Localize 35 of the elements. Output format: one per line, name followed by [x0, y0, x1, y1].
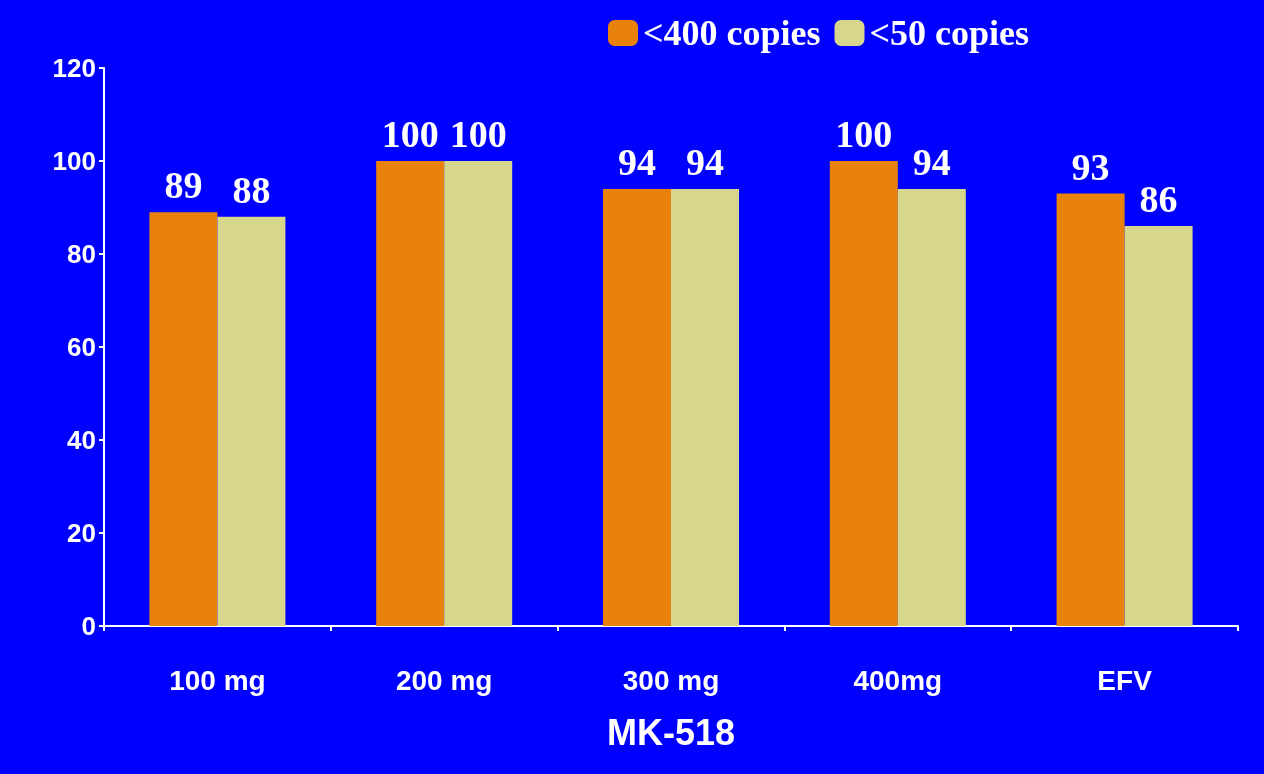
bar [897, 188, 966, 626]
data-label: 100 [381, 113, 439, 155]
data-label: 89 [164, 164, 203, 207]
legend-label: <400 copies [642, 13, 821, 53]
legend-label: <50 copies [869, 13, 1030, 53]
x-tick-label: 200 mg [395, 664, 493, 696]
bar [829, 161, 898, 626]
data-label: 93 [1071, 145, 1110, 188]
bar [444, 161, 513, 626]
y-tick-label: 0 [81, 611, 96, 641]
y-tick-label: 120 [52, 53, 96, 83]
data-label: 86 [1139, 178, 1178, 221]
bar [217, 216, 286, 626]
data-label: 94 [912, 140, 951, 183]
x-tick-label: 100 mg [169, 664, 266, 696]
x-tick-label: 400mg [853, 664, 943, 696]
data-label: 100 [835, 113, 893, 155]
data-label: 94 [686, 140, 724, 183]
y-tick-label: 40 [67, 425, 96, 455]
bar [671, 188, 739, 626]
y-tick-label: 80 [67, 239, 96, 269]
x-tick-label: 300 mg [622, 664, 720, 696]
bar [603, 188, 671, 626]
y-tick-label: 60 [67, 332, 96, 362]
data-label: 100 [449, 113, 507, 155]
y-tick-label: 20 [67, 518, 96, 548]
x-tick-label: EFV [1097, 664, 1153, 696]
bar [1056, 193, 1125, 626]
bar [376, 161, 445, 626]
data-label: 94 [618, 140, 656, 183]
bar [149, 212, 218, 626]
data-label: 88 [232, 168, 271, 211]
x-axis-title: MK-518 [606, 711, 736, 753]
y-tick-label: 100 [52, 146, 96, 176]
bar [1124, 226, 1193, 626]
